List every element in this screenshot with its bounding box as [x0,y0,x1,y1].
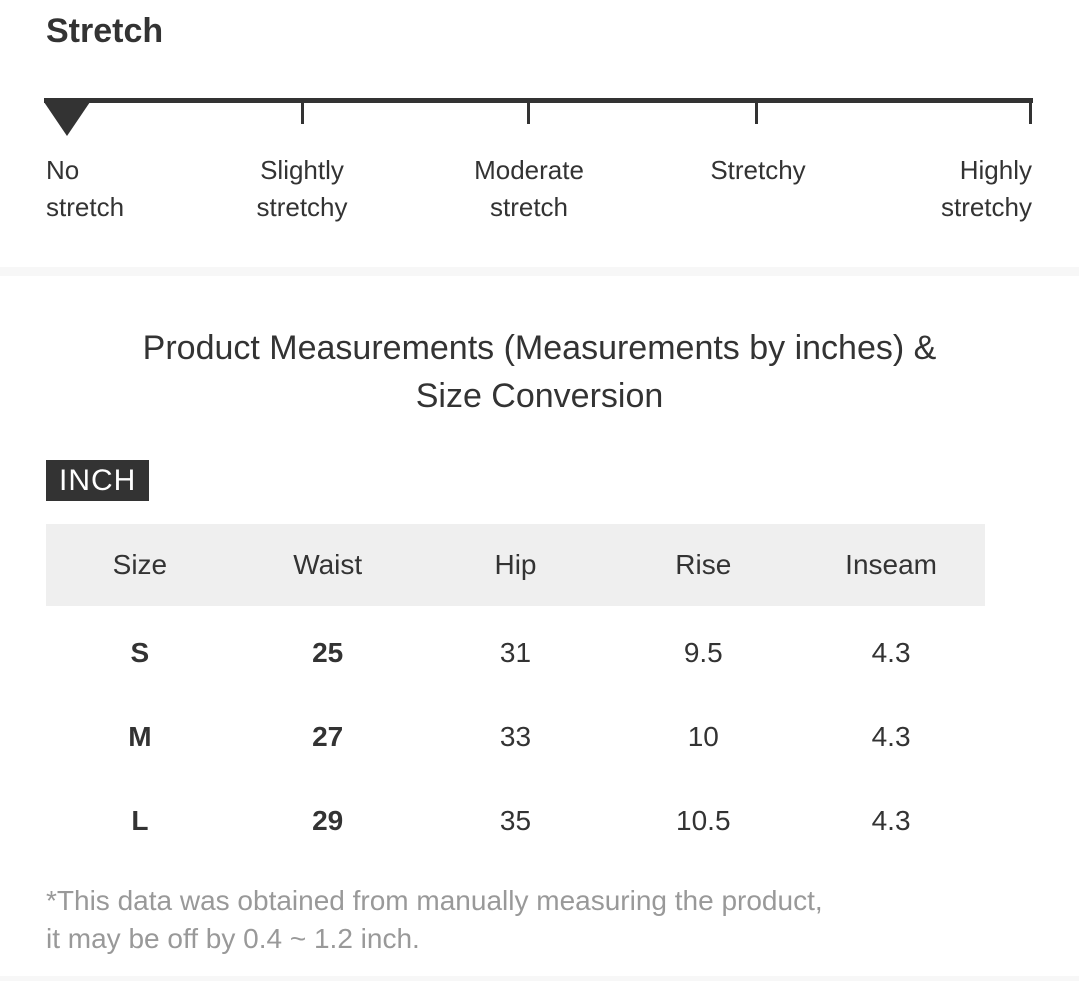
cell-size: S [130,637,150,668]
cell-inseam: 4.3 [871,637,911,668]
stretch-scale-line [44,98,1033,103]
cell-rise: 10.5 [676,805,731,836]
table-row-size-s: S 25 31 9.5 4.3 [46,611,985,695]
cell-waist: 25 [312,637,344,668]
scale-label-stretchy: Stretchy [710,155,806,185]
stretch-level-indicator-triangle-icon [44,102,90,136]
scale-tick [755,103,758,124]
table-row-size-m: M 27 33 10 4.3 [46,695,985,779]
cell-hip: 35 [499,805,532,836]
column-header-size: Size [112,549,168,580]
table-row-size-l: L 29 35 10.5 4.3 [46,779,985,863]
cell-waist: 29 [312,805,344,836]
column-header-rise: Rise [675,549,732,580]
scale-tick [301,103,304,124]
size-table-body: S 25 31 9.5 4.3 M 27 33 10 4.3 L 29 35 1… [46,606,985,863]
scale-label-highly-stretchy: Highly stretchy [940,155,1032,222]
cell-size: L [131,805,149,836]
size-table-header-row: Size Waist Hip Rise Inseam [46,524,985,606]
stretch-section-heading: Stretch [46,12,164,50]
column-header-waist: Waist [293,549,363,580]
cell-hip: 31 [499,637,532,668]
cell-rise: 9.5 [683,637,723,668]
scale-tick [527,103,530,124]
bottom-section-divider [0,976,1079,981]
unit-badge-inch: INCH [46,460,150,501]
scale-label-moderate-stretch: Moderate stretch [474,155,584,222]
cell-hip: 33 [499,721,532,752]
cell-rise: 10 [687,721,719,752]
column-header-inseam: Inseam [845,549,937,580]
cell-waist: 27 [312,721,344,752]
cell-size: M [128,721,152,752]
size-measurements-table: Size Waist Hip Rise Inseam S 25 31 9.5 4… [46,524,985,863]
cell-inseam: 4.3 [871,805,911,836]
cell-inseam: 4.3 [871,721,911,752]
measurements-section-title: Product Measurements (Measurements by in… [142,329,937,415]
scale-label-no-stretch: No stretch [46,155,125,222]
measurement-disclaimer-footnote: *This data was obtained from manually me… [46,885,823,954]
scale-label-slightly-stretchy: Slightly stretchy [256,155,348,222]
scale-tick [1029,103,1032,124]
column-header-hip: Hip [494,549,537,580]
section-divider [0,267,1079,276]
